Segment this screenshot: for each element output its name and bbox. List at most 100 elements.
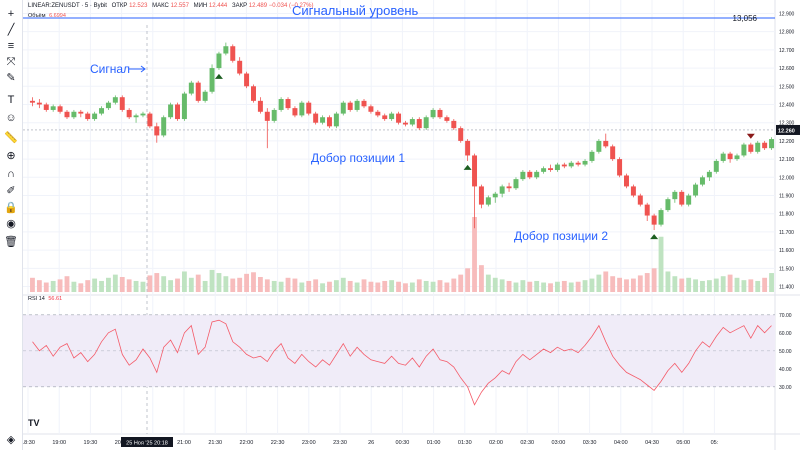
volume-bar [409,282,415,292]
candle-body [147,113,153,127]
candle-body [603,140,609,147]
price-chart[interactable]: 18:3019:0019:3020:0020:3021:0021:3022:00… [23,0,800,450]
lock-icon[interactable]: 🔒 [4,202,18,214]
candle-body [340,102,346,114]
volume-bar [658,236,664,292]
crosshair-icon[interactable]: + [7,8,15,20]
volume-bar [686,277,692,292]
lock-drawing-icon[interactable]: ✐ [6,185,16,197]
volume-bar [154,273,160,292]
candle-body [472,155,478,187]
volume-legend-value: 6.6994 [49,13,66,19]
x-tick-label: 21:30 [208,440,222,446]
candle-body [161,117,167,136]
candle-body [492,193,498,198]
buy-marker-icon [650,234,659,240]
candle-body [706,171,712,178]
volume-bar [306,280,312,292]
candle-body [437,109,443,118]
symbol-label[interactable]: LINEAR:ZENUSDT · 5 · Bybit [28,3,107,9]
candle-body [237,60,243,74]
volume-bar [706,280,712,292]
volume-bar [665,271,671,292]
volume-legend[interactable]: Объём 6.6994 [28,13,66,19]
eye-icon[interactable]: ◉ [6,218,16,230]
volume-bar [223,276,229,292]
candle-body [368,106,374,112]
volume-bar [188,277,194,292]
volume-bar [195,274,201,292]
candle-body [548,168,553,171]
zoom-icon[interactable]: ⊕ [6,150,16,162]
trash-icon[interactable]: 🗑 [4,236,18,248]
ruler-icon[interactable]: 📏 [4,132,18,144]
candle-body [154,126,160,136]
candle-body [195,82,201,101]
y-tick-label: 12.200 [779,139,795,145]
candle-body [589,151,595,161]
candle-body [361,100,367,107]
drawing-toolbar: + ╱ ≡ ⤧ ✎ T ☺ 📏 ⊕ ∩ ✐ 🔒 ◉ 🗑 ◈ [0,0,23,450]
candle-body [333,113,339,127]
text-icon[interactable]: T [7,94,15,106]
volume-bar [375,282,381,292]
volume-bar [734,277,740,292]
magnet-icon[interactable]: ∩ [7,168,15,180]
candle-body [313,113,319,123]
candle-body [278,99,284,110]
candle-body [36,102,42,105]
candle-body [78,111,84,114]
emoji-icon[interactable]: ☺ [5,112,17,124]
volume-bar [327,281,332,292]
candle-body [582,160,588,165]
y-tick-label: 11.800 [779,212,794,218]
cursor-time-tag [121,437,173,447]
volume-bar [389,280,395,292]
trend-line-icon[interactable]: ╱ [7,24,15,36]
x-tick-label: 01:00 [427,440,441,446]
candle-body [396,113,402,123]
volume-bar [147,275,153,292]
candle-body [175,104,180,120]
candle-body [375,111,381,116]
volume-bar [175,278,180,292]
candle-body [257,100,263,112]
volume-bar [582,280,588,292]
candle-body [713,160,719,172]
volume-bar [299,282,305,292]
candle-body [444,117,450,121]
rsi-legend[interactable]: RSI 14 56.61 [28,296,62,302]
brush-icon[interactable]: ✎ [6,72,16,84]
x-tick-label: 22:30 [271,440,285,446]
rsi-y-tick-label: 30.00 [779,385,792,391]
x-tick-label: 23:30 [333,440,347,446]
volume-bar [57,279,63,292]
x-tick-label: 05:00 [676,440,690,446]
tradingview-logo[interactable]: TV [28,418,40,428]
volume-bar [465,268,471,292]
volume-bar [119,277,125,292]
volume-bar [292,278,298,292]
volume-bar [251,272,256,292]
annotation-add-position-2: Добор позиции 2 [514,229,609,243]
horizontal-lines-icon[interactable]: ≡ [7,40,15,52]
fib-icon[interactable]: ⤧ [6,56,16,68]
annotation-signal-level: Сигнальный уровень [292,3,419,18]
candle-body [99,108,105,114]
volume-bar [347,280,353,292]
x-tick-label: 19:30 [84,440,98,446]
volume-bar [485,274,491,292]
volume-bar [368,281,374,292]
candle-body [416,119,422,129]
signal-level-value: 13,056 [733,14,758,23]
layers-icon[interactable]: ◈ [6,434,16,446]
candle-body [651,215,657,225]
volume-bar [202,280,208,292]
volume-bar [396,281,401,292]
candle-body [541,168,547,172]
buy-marker-icon [214,73,223,79]
candle-body [29,100,35,103]
candle-body [50,106,56,110]
high-value: 12.557 [170,3,189,9]
rsi-legend-name: RSI 14 [28,296,45,302]
